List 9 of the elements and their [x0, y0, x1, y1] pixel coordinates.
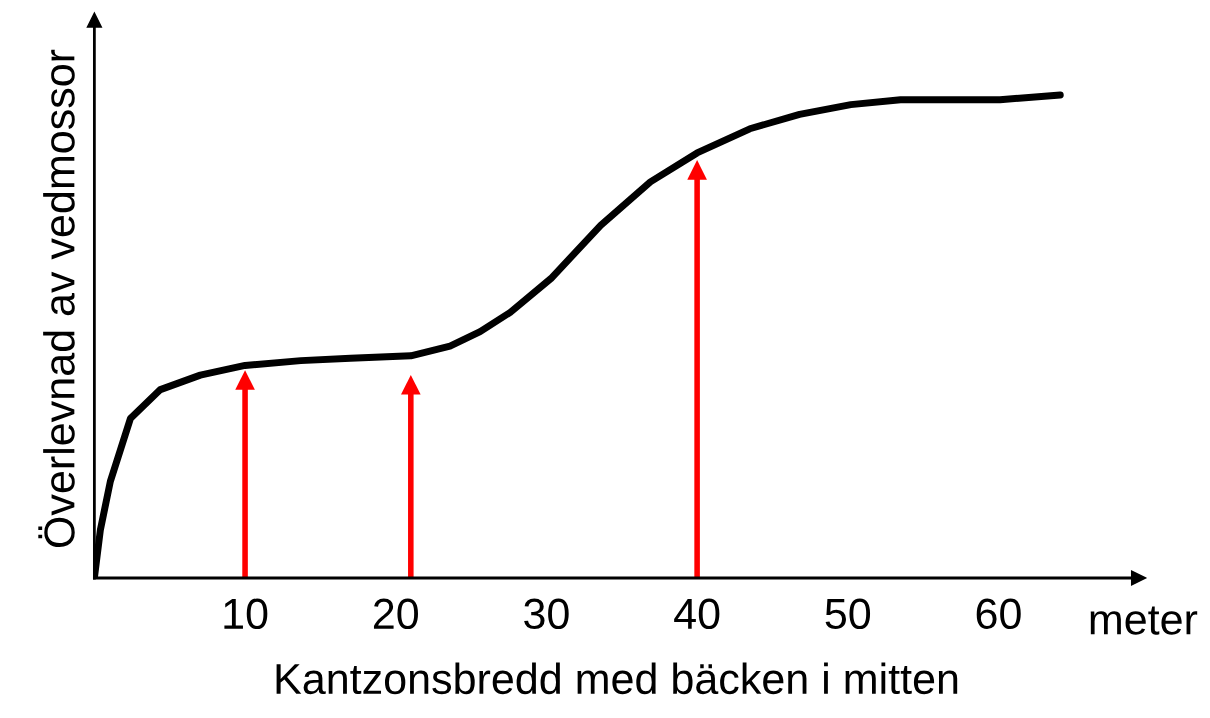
- x-tick-label: 20: [373, 598, 419, 630]
- x-axis-title: Kantzonsbredd med bäcken i mitten: [276, 662, 958, 695]
- x-tick-label: 40: [674, 598, 720, 630]
- x-tick-label: 30: [524, 598, 569, 630]
- x-tick-label: 60: [976, 598, 1021, 630]
- y-axis-title: Överlevnad av vedmossor: [38, 49, 75, 548]
- text: meter: [1090, 606, 1198, 635]
- x-tick-label: 10: [224, 598, 268, 630]
- x-tick-label: 50: [825, 598, 871, 630]
